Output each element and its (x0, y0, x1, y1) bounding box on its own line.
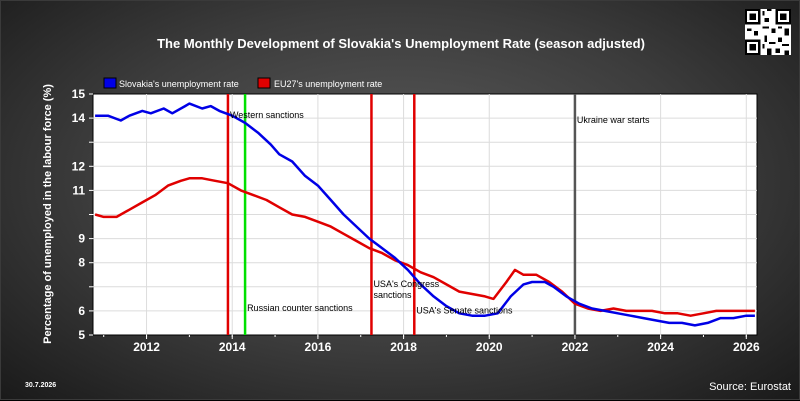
y-axis-label: Percentage of unemployed in the labour f… (42, 84, 54, 344)
y-tick-label: 14 (72, 111, 86, 125)
series-lines (94, 102, 755, 327)
x-tick-label: 2020 (476, 340, 503, 354)
series-line-eu27 (94, 177, 755, 317)
y-tick-label: 6 (78, 304, 85, 318)
source-label: Source: Eurostat (709, 381, 791, 393)
event-markers (226, 94, 577, 335)
qr-code-icon (745, 9, 791, 55)
event-label: USA's Congress sanctions (373, 279, 439, 300)
legend-label-eu27: EU27's unemployment rate (274, 79, 382, 89)
y-tick-label: 8 (78, 256, 85, 270)
x-axis: 2012 2014 2016 2018 2020 2022 2024 2026 (103, 335, 760, 354)
event-label: Ukraine war starts (577, 115, 650, 125)
y-tick-label: 11 (72, 183, 85, 197)
legend-swatch-eu27 (257, 77, 271, 89)
legend: Slovakia's unemployment rate EU27's unem… (103, 77, 382, 89)
y-tick-label: 12 (72, 159, 86, 173)
chart-title: The Monthly Development of Slovakia's Un… (157, 36, 645, 51)
legend-label-slovakia: Slovakia's unemployment rate (119, 79, 239, 89)
series-line-slovakia (95, 102, 755, 327)
event-label: Western sanctions (230, 110, 304, 120)
x-tick-label: 2022 (562, 340, 589, 354)
y-axis: 5 6 8 9 11 12 14 15 (72, 87, 93, 342)
event-label-line: sanctions (373, 290, 412, 300)
y-tick-label: 15 (72, 87, 86, 101)
date-stamp: 30.7.2026 (25, 382, 56, 389)
event-label: Russian counter sanctions (247, 303, 353, 313)
x-tick-label: 2016 (305, 340, 332, 354)
event-label: USA's Senate sanctions (416, 305, 513, 315)
y-tick-label: 5 (78, 328, 85, 342)
x-tick-label: 2024 (647, 340, 674, 354)
x-tick-label: 2014 (219, 340, 246, 354)
event-label-line: USA's Congress (373, 279, 439, 289)
legend-swatch-slovakia (103, 77, 117, 89)
x-tick-label: 2012 (133, 340, 160, 354)
y-tick-label: 9 (78, 232, 85, 246)
x-tick-label: 2018 (390, 340, 417, 354)
event-labels: Western sanctions Russian counter sanctio… (230, 110, 650, 315)
x-tick-label: 2026 (733, 340, 760, 354)
